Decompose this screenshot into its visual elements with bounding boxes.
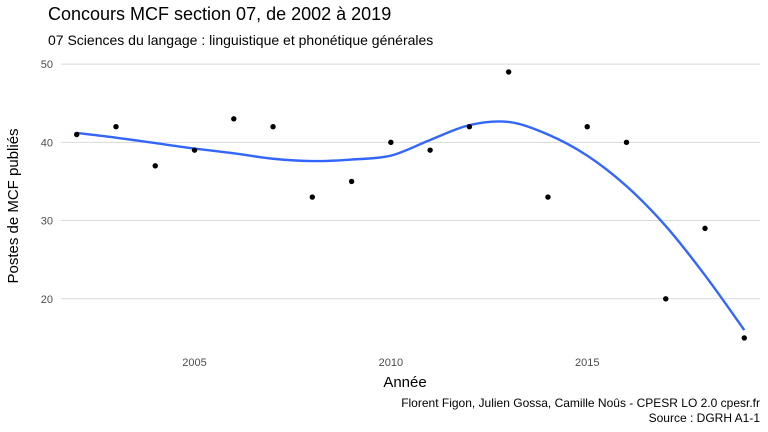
grid-lines	[61, 63, 760, 300]
chart-caption: Florent Figon, Julien Gossa, Camille Noû…	[401, 396, 760, 426]
data-point	[388, 139, 394, 146]
data-point	[505, 69, 512, 75]
data-point	[702, 225, 708, 232]
data-point	[545, 194, 551, 200]
data-point	[113, 123, 119, 130]
y-tick-label: 40	[41, 137, 53, 149]
x-tick-label: 2005	[182, 357, 206, 369]
data-point	[348, 178, 355, 185]
data-point	[231, 116, 237, 122]
data-point	[191, 147, 198, 153]
data-point	[74, 131, 80, 138]
trend-line	[76, 120, 746, 331]
y-axis-ticks: 20 30 40 50	[41, 59, 53, 306]
data-point	[270, 123, 276, 130]
x-axis-ticks: 2005 2010 2015	[182, 357, 599, 369]
y-tick-label: 20	[41, 294, 53, 306]
caption-line-2: Source : DGRH A1-1	[648, 411, 760, 425]
x-tick-label: 2010	[379, 357, 403, 369]
x-tick-label: 2015	[575, 357, 599, 369]
chart-subtitle: 07 Sciences du langage : linguistique et…	[48, 32, 434, 48]
caption-line-1: Florent Figon, Julien Gossa, Camille Noû…	[401, 396, 760, 410]
points-layer	[74, 69, 747, 341]
data-point	[741, 335, 747, 341]
y-tick-label: 50	[41, 59, 53, 71]
y-tick-label: 30	[41, 216, 53, 228]
data-point	[663, 296, 669, 302]
data-point	[152, 163, 158, 169]
data-point	[427, 147, 433, 153]
chart-title: Concours MCF section 07, de 2002 à 2019	[48, 4, 392, 24]
data-point	[309, 194, 316, 200]
data-point	[466, 123, 473, 130]
data-point	[623, 139, 630, 146]
y-axis-title: Postes de MCF publiés	[5, 128, 22, 283]
data-point	[584, 123, 590, 130]
x-axis-title: Année	[383, 374, 426, 391]
trend-layer	[76, 120, 746, 331]
